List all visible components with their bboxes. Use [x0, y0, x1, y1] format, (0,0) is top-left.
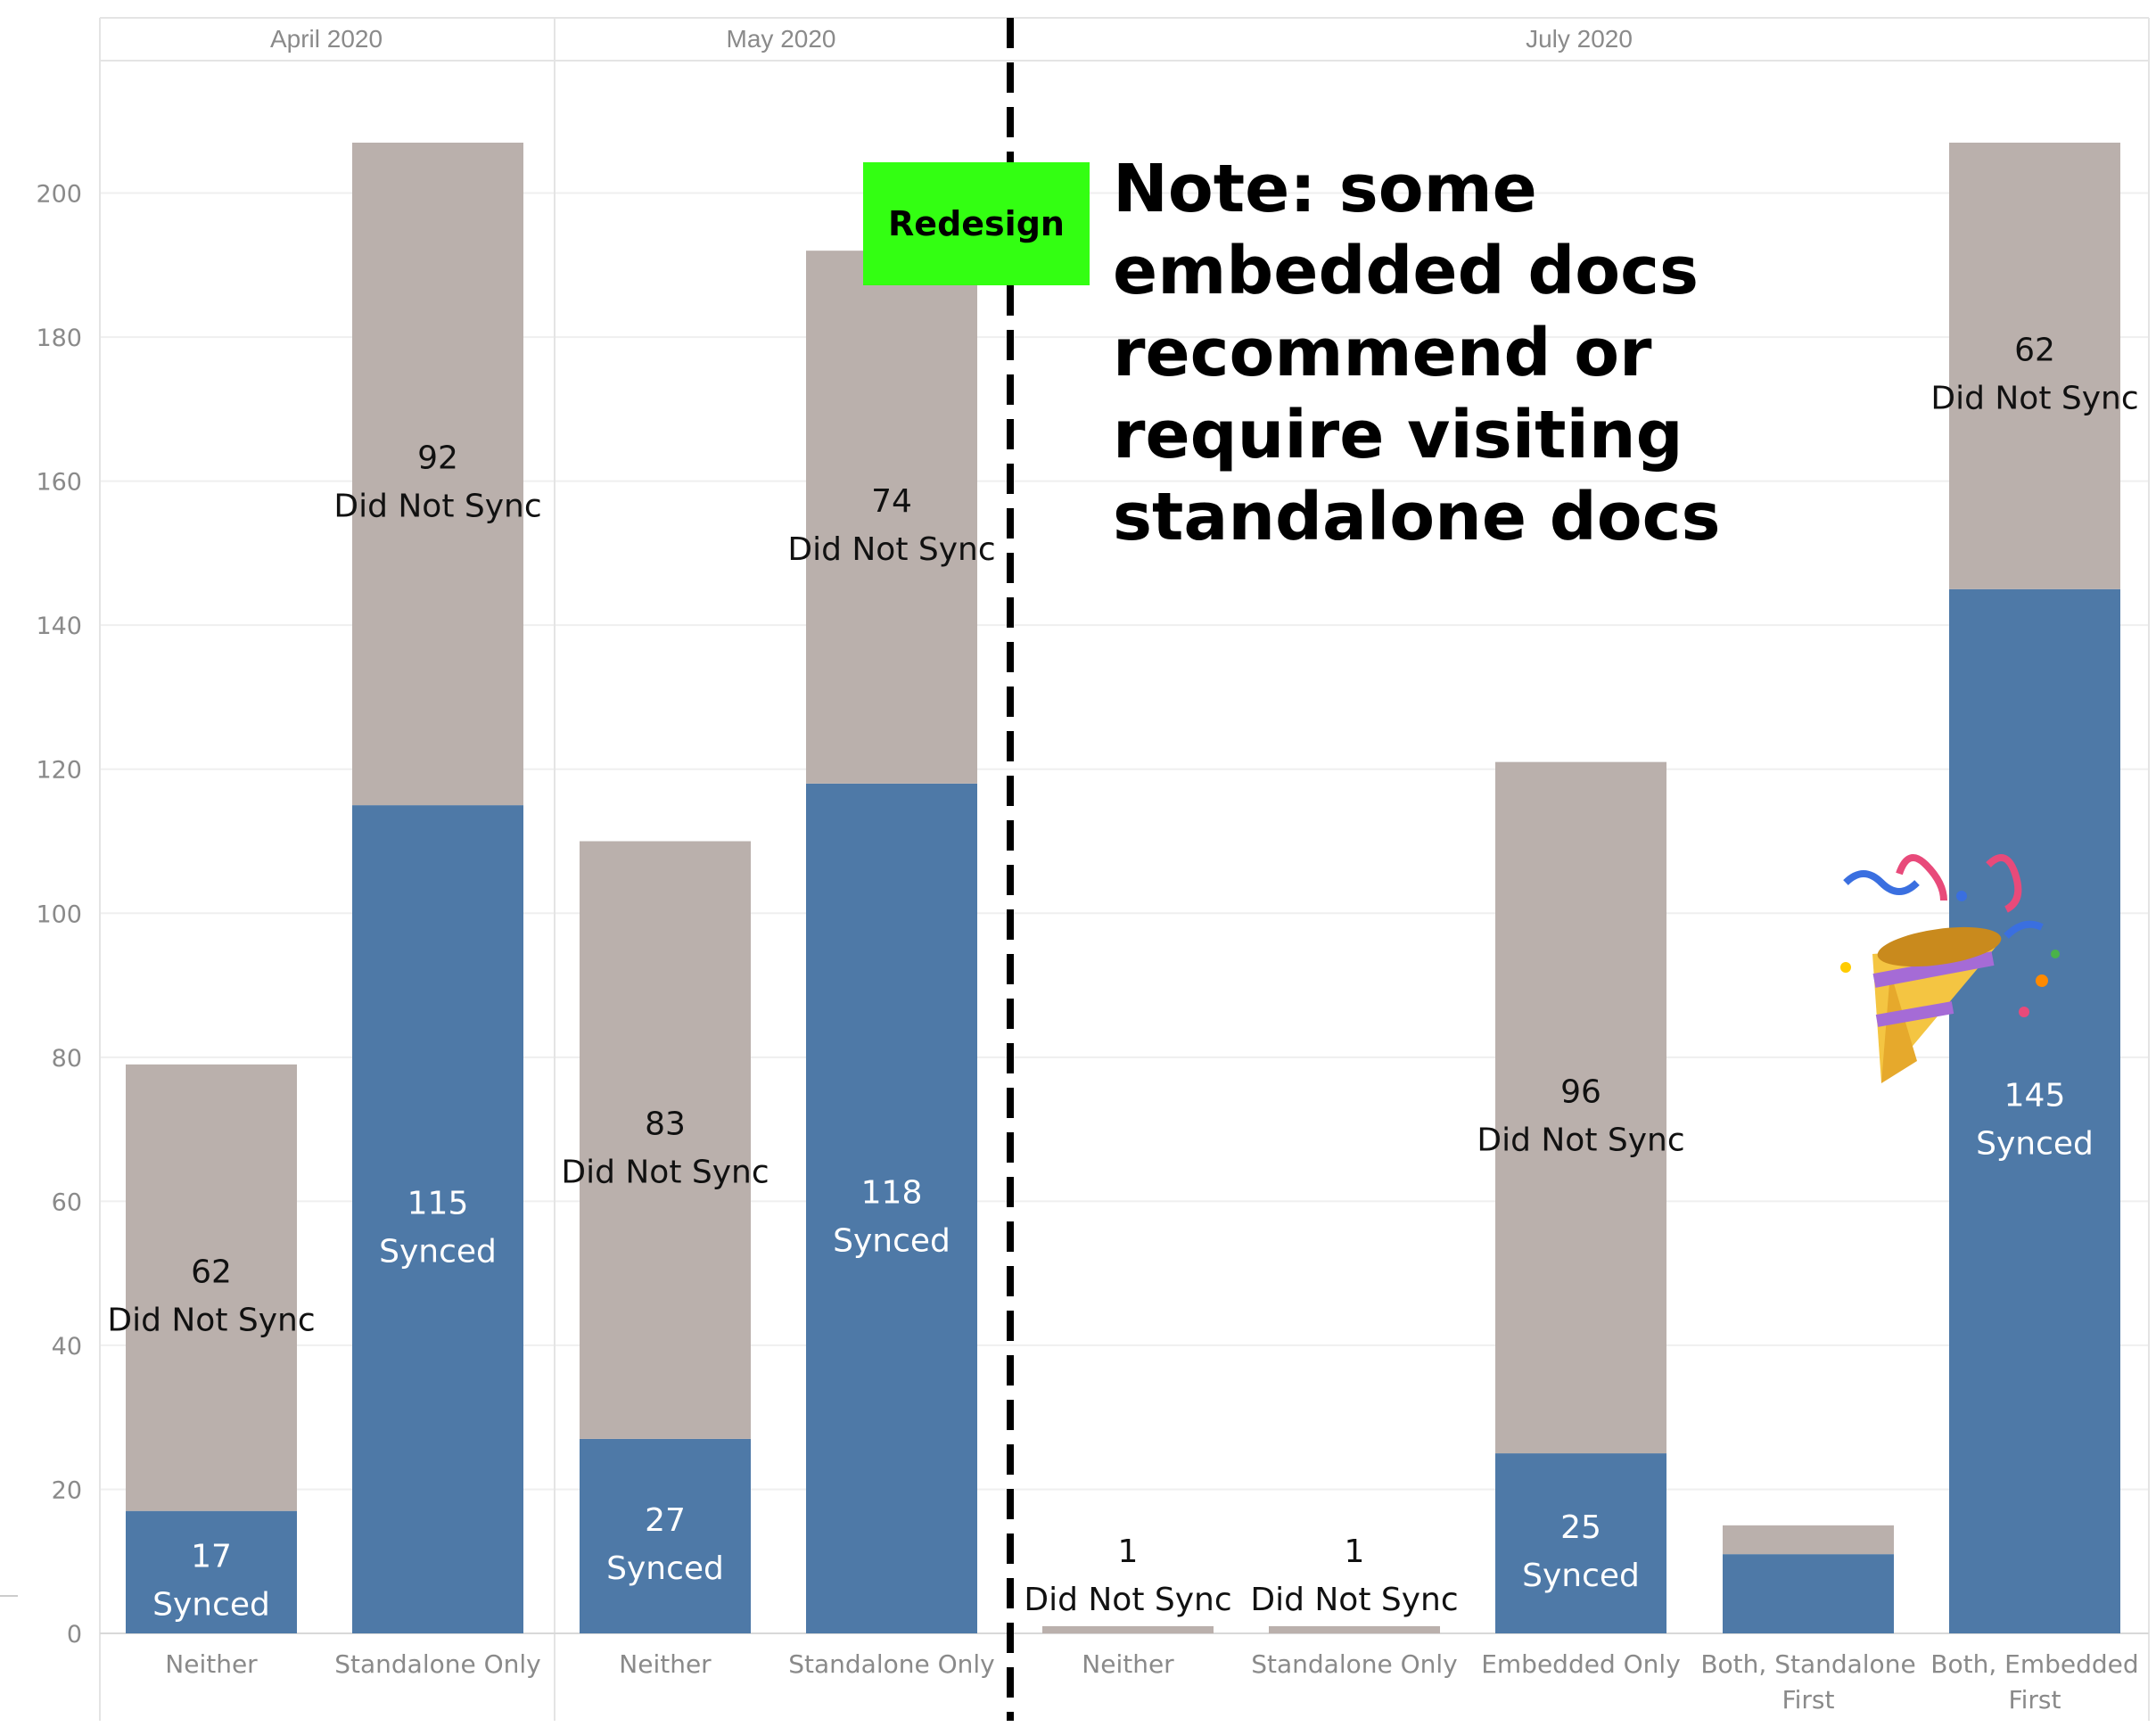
- data-label-did-not-sync-text: Did Not Sync: [333, 489, 541, 525]
- y-tick-label: 80: [52, 1045, 82, 1073]
- y-tick-label: 120: [36, 757, 82, 785]
- bar-did-not-sync: [1269, 1625, 1440, 1633]
- y-tick-label: 200: [36, 181, 82, 209]
- x-tick-label: Standalone Only: [788, 1649, 995, 1679]
- bar-did-not-sync: [806, 251, 977, 784]
- y-tick-label: 0: [67, 1621, 82, 1649]
- panel-title-july: July 2020: [1526, 25, 1633, 53]
- data-label-synced-text: Synced: [606, 1550, 724, 1587]
- data-label-did-not-sync-value: 1: [1345, 1534, 1365, 1570]
- bar-synced: [1723, 1554, 1894, 1633]
- data-label-synced-value: 145: [2004, 1077, 2066, 1114]
- data-label-synced-text: Synced: [379, 1234, 497, 1270]
- x-tick-label: Standalone Only: [1251, 1649, 1458, 1679]
- data-label-did-not-sync-text: Did Not Sync: [787, 531, 995, 568]
- bar-synced: [352, 805, 523, 1633]
- data-label-did-not-sync-text: Did Not Sync: [561, 1155, 769, 1191]
- data-label-did-not-sync-value: 62: [191, 1254, 232, 1290]
- y-tick-label: 20: [52, 1476, 82, 1504]
- y-tick-label: 40: [52, 1333, 82, 1361]
- bar-did-not-sync: [352, 143, 523, 806]
- x-tick-label: Both, Standalone: [1700, 1649, 1915, 1679]
- party-popper-icon: [1840, 854, 2060, 1083]
- y-tick-label: 140: [36, 613, 82, 640]
- redesign-badge: Redesign: [863, 162, 1090, 285]
- data-label-did-not-sync-text: Did Not Sync: [1024, 1582, 1231, 1618]
- bar-synced: [580, 1438, 751, 1633]
- data-label-synced-text: Synced: [1976, 1125, 2094, 1162]
- y-tick-label: 180: [36, 325, 82, 352]
- x-tick-label: Embedded Only: [1481, 1649, 1681, 1679]
- data-label-synced-text: Synced: [1522, 1558, 1640, 1594]
- data-label-did-not-sync-value: 1: [1118, 1534, 1139, 1570]
- data-label-did-not-sync-text: Did Not Sync: [1930, 380, 2138, 416]
- annotation-note: Note: some embedded docs recommend or re…: [1113, 151, 1721, 555]
- x-tick-label: Neither: [619, 1649, 712, 1679]
- x-tick-label: Neither: [1082, 1649, 1174, 1679]
- bar-did-not-sync: [1042, 1625, 1214, 1633]
- y-tick-label: 100: [36, 900, 82, 928]
- data-label-synced-value: 25: [1560, 1509, 1601, 1546]
- data-label-did-not-sync-value: 74: [871, 483, 912, 520]
- data-label-synced-text: Synced: [152, 1586, 270, 1623]
- data-label-synced-value: 118: [861, 1174, 923, 1211]
- data-label-did-not-sync-value: 96: [1560, 1073, 1601, 1110]
- bar-did-not-sync: [1495, 761, 1666, 1454]
- bar-synced: [806, 783, 977, 1633]
- panel-title-may: May 2020: [726, 25, 836, 53]
- x-tick-label: Neither: [165, 1649, 258, 1679]
- data-label-did-not-sync-value: 62: [2014, 332, 2055, 368]
- y-tick-label: 60: [52, 1188, 82, 1216]
- data-label-did-not-sync-text: Did Not Sync: [1250, 1582, 1458, 1618]
- x-tick-label: Both, Embedded: [1930, 1649, 2138, 1679]
- bar-synced: [1495, 1453, 1666, 1633]
- x-tick-label: First: [2009, 1685, 2061, 1714]
- panel-title-april: April 2020: [269, 25, 383, 53]
- bar-synced: [1949, 588, 2120, 1634]
- x-tick-label: Standalone Only: [334, 1649, 541, 1679]
- bar-did-not-sync: [1949, 143, 2120, 589]
- data-label-did-not-sync-value: 83: [645, 1106, 686, 1143]
- data-label-synced-text: Synced: [833, 1222, 950, 1259]
- data-label-did-not-sync-text: Did Not Sync: [107, 1302, 315, 1338]
- x-tick-label: First: [1782, 1685, 1835, 1714]
- data-label-synced-value: 115: [407, 1186, 469, 1222]
- bar-did-not-sync: [580, 841, 751, 1439]
- data-label-did-not-sync-text: Did Not Sync: [1477, 1122, 1684, 1158]
- data-label-synced-value: 17: [191, 1538, 232, 1575]
- y-tick-label: 160: [36, 469, 82, 497]
- bar-did-not-sync: [126, 1064, 297, 1511]
- data-label-synced-value: 27: [645, 1502, 686, 1539]
- data-label-did-not-sync-value: 92: [417, 440, 458, 477]
- bar-synced: [126, 1510, 297, 1633]
- bar-did-not-sync: [1723, 1525, 1894, 1555]
